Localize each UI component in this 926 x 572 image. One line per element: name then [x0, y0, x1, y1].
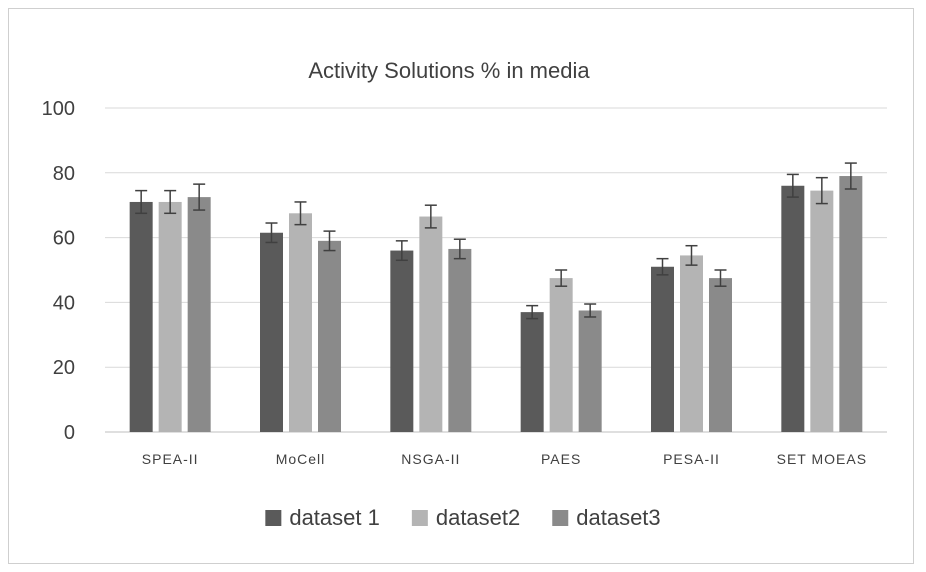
- legend-swatch: [552, 510, 569, 526]
- bar: [318, 240, 341, 432]
- bar: [390, 250, 414, 432]
- bar: [448, 248, 472, 432]
- error-bar: [714, 269, 727, 287]
- bar: [289, 213, 312, 432]
- chart-title: Activity Solutions % in media: [308, 58, 590, 83]
- error-bar: [555, 269, 568, 287]
- error-bar: [294, 201, 307, 226]
- error-bar: [424, 204, 437, 229]
- y-axis: 0 20 40 60 80 100: [42, 98, 75, 444]
- bar: [810, 190, 834, 432]
- error-bar: [323, 230, 336, 252]
- error-bar: [526, 304, 539, 320]
- bar: [651, 266, 674, 432]
- legend-label: dataset 1: [289, 505, 380, 530]
- legend-item: dataset 1: [265, 505, 380, 530]
- gridlines: [105, 107, 887, 433]
- bar: [158, 201, 182, 432]
- bar: [578, 310, 602, 432]
- y-tick-label: 80: [53, 163, 75, 185]
- y-tick-label: 20: [53, 357, 75, 379]
- x-tick-label: NSGA-II: [401, 451, 460, 467]
- bar: [781, 185, 805, 432]
- bar: [260, 232, 283, 432]
- legend-item: dataset3: [552, 505, 661, 530]
- y-tick-label: 100: [42, 98, 75, 120]
- bar: [680, 255, 703, 432]
- legend-swatch: [411, 510, 428, 526]
- legend-label: dataset2: [436, 505, 520, 530]
- bar: [129, 201, 153, 432]
- x-tick-label: SPEA-II: [142, 451, 199, 467]
- error-bar: [815, 176, 828, 205]
- error-bar: [193, 183, 206, 211]
- bar: [419, 216, 443, 432]
- x-tick-label: SET MOEAS: [777, 451, 867, 467]
- bar: [549, 278, 573, 432]
- x-tick-label: PAES: [541, 451, 581, 467]
- bar: [520, 312, 544, 432]
- error-bar: [656, 257, 669, 276]
- y-tick-label: 60: [53, 228, 75, 250]
- bars: [129, 176, 863, 432]
- error-bar: [453, 238, 466, 260]
- y-tick-label: 40: [53, 292, 75, 314]
- bar: [709, 278, 732, 432]
- error-bar: [395, 240, 408, 262]
- error-bar: [135, 189, 148, 215]
- x-tick-label: PESA-II: [663, 451, 720, 467]
- error-bar: [584, 303, 597, 318]
- error-bar: [786, 173, 799, 198]
- y-tick-label: 0: [64, 422, 75, 444]
- x-tick-label: MoCell: [276, 451, 326, 467]
- error-bars: [135, 162, 857, 320]
- error-bar: [844, 162, 857, 190]
- error-bar: [265, 222, 278, 244]
- bar: [839, 176, 863, 432]
- bar: [187, 197, 211, 432]
- legend: dataset 1 dataset2 dataset3: [265, 505, 661, 530]
- x-axis: SPEA-II MoCell NSGA-II PAES PESA-II SET MOEAS: [142, 451, 867, 467]
- error-bar: [685, 244, 698, 266]
- legend-swatch: [265, 510, 282, 526]
- error-bar: [164, 189, 177, 215]
- legend-label: dataset3: [576, 505, 660, 530]
- legend-item: dataset2: [411, 505, 520, 530]
